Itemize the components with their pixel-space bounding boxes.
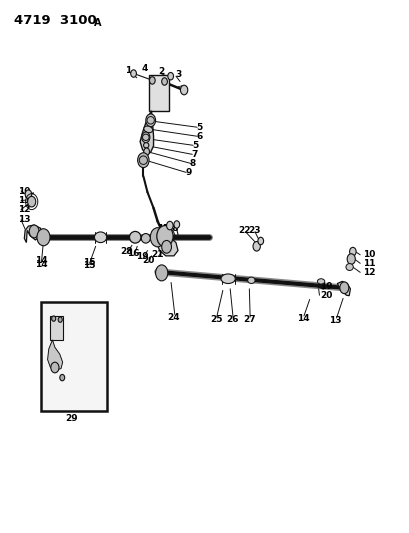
Text: 16: 16: [127, 249, 139, 259]
Text: 22: 22: [238, 226, 251, 235]
Polygon shape: [25, 225, 41, 243]
Circle shape: [350, 247, 356, 256]
Text: 7: 7: [191, 150, 198, 159]
Text: 11: 11: [363, 259, 375, 268]
Text: 10: 10: [363, 251, 375, 260]
Text: 8: 8: [190, 159, 196, 168]
Circle shape: [27, 196, 36, 207]
Bar: [50, 316, 63, 340]
Bar: [148, 75, 169, 111]
Text: 10: 10: [18, 187, 31, 196]
Text: 13: 13: [18, 215, 31, 224]
Text: 13: 13: [330, 316, 342, 325]
Text: 29: 29: [66, 414, 79, 423]
Text: 20: 20: [320, 290, 332, 300]
Circle shape: [149, 77, 155, 84]
Text: 20: 20: [142, 256, 155, 264]
Ellipse shape: [142, 233, 150, 243]
Text: 19: 19: [320, 282, 333, 291]
Text: 18: 18: [166, 224, 178, 233]
Text: 17: 17: [157, 224, 169, 233]
Circle shape: [58, 317, 62, 322]
Circle shape: [180, 85, 188, 95]
Text: 15: 15: [83, 258, 96, 266]
Text: 14: 14: [297, 314, 310, 323]
Text: A: A: [94, 18, 101, 28]
Text: 1: 1: [125, 67, 131, 75]
Circle shape: [340, 282, 349, 294]
Polygon shape: [156, 236, 178, 256]
Circle shape: [29, 225, 39, 238]
Ellipse shape: [317, 279, 325, 284]
Circle shape: [166, 221, 173, 230]
Circle shape: [138, 153, 149, 167]
Text: 9: 9: [186, 168, 192, 177]
Text: 4719  3100: 4719 3100: [14, 14, 97, 27]
Ellipse shape: [346, 264, 353, 270]
Text: 5: 5: [192, 141, 199, 150]
Text: 3: 3: [175, 70, 181, 78]
Ellipse shape: [248, 277, 255, 284]
Circle shape: [174, 221, 180, 228]
Ellipse shape: [144, 126, 153, 133]
Text: 12: 12: [363, 268, 375, 277]
Polygon shape: [337, 281, 351, 296]
Text: 25: 25: [211, 315, 223, 324]
Ellipse shape: [130, 231, 141, 243]
Circle shape: [157, 225, 173, 247]
Circle shape: [162, 78, 167, 85]
Circle shape: [25, 190, 31, 198]
Text: 15: 15: [83, 261, 96, 270]
Circle shape: [253, 241, 261, 251]
Ellipse shape: [94, 232, 107, 243]
Circle shape: [60, 374, 65, 381]
Text: 26: 26: [226, 315, 238, 324]
Text: 14: 14: [35, 260, 48, 269]
Text: 11: 11: [18, 196, 31, 205]
Circle shape: [258, 237, 264, 245]
Text: 5: 5: [196, 123, 203, 132]
Circle shape: [162, 240, 171, 253]
Text: 2: 2: [158, 67, 164, 76]
Text: 12: 12: [18, 205, 31, 214]
Text: 21: 21: [151, 251, 164, 260]
Text: 28: 28: [120, 247, 133, 256]
Polygon shape: [140, 111, 153, 155]
Circle shape: [52, 316, 56, 321]
Ellipse shape: [144, 143, 149, 148]
Circle shape: [144, 148, 149, 156]
Ellipse shape: [221, 274, 235, 284]
Circle shape: [168, 72, 173, 80]
Text: 23: 23: [248, 226, 261, 235]
Circle shape: [146, 114, 155, 127]
Text: 19: 19: [136, 253, 149, 261]
Text: 24: 24: [168, 312, 180, 321]
Text: 14: 14: [35, 256, 48, 264]
Circle shape: [347, 254, 355, 264]
Circle shape: [142, 132, 150, 143]
Circle shape: [150, 228, 165, 247]
Circle shape: [131, 70, 137, 77]
Circle shape: [51, 362, 59, 373]
Text: 27: 27: [243, 315, 256, 324]
Circle shape: [155, 265, 168, 281]
Text: 4: 4: [142, 64, 148, 73]
Bar: [40, 302, 107, 411]
Text: 6: 6: [196, 132, 203, 141]
Circle shape: [37, 229, 50, 246]
Polygon shape: [47, 340, 63, 370]
